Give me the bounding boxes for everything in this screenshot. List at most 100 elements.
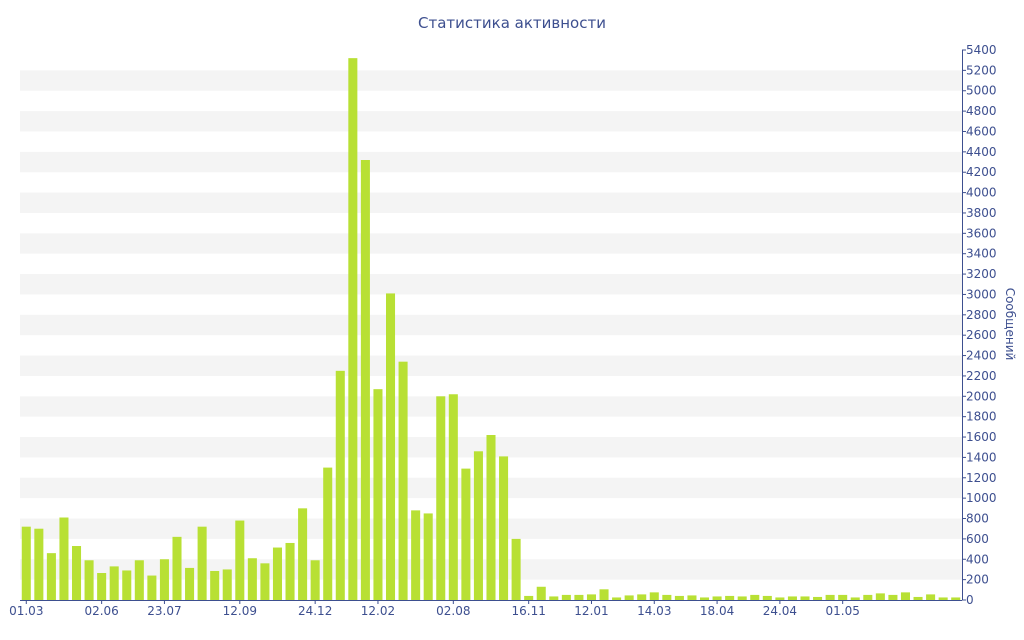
bar [147,575,157,600]
bar [612,597,622,600]
y-tick-label: 3400 [966,247,997,261]
bar [574,594,584,600]
bar [185,567,195,600]
bar [172,536,182,600]
y-tick-label: 1800 [966,410,997,424]
bar [499,456,509,600]
x-tick-label: 01.03 [9,604,43,618]
bar [926,594,936,600]
grid-band [20,274,962,295]
bar [97,573,107,600]
axes: 0 200 400 600 800 1000 1200 1400 1600 1800 2000 220… [9,43,996,618]
bar [624,595,634,600]
y-tick-label: 2000 [966,389,997,403]
bar [524,595,534,600]
bar [46,553,56,600]
bar [310,560,320,600]
bar [235,520,245,600]
bar [373,389,383,600]
bar [473,451,483,600]
y-tick-label: 5400 [966,43,997,57]
bar [863,594,873,600]
bar [448,394,458,600]
y-tick-label: 600 [966,532,989,546]
bar [247,558,257,600]
bar [411,510,421,600]
y-tick-label: 4200 [966,165,997,179]
y-tick-label: 2800 [966,308,997,322]
bar [335,370,345,600]
y-tick-label: 4800 [966,104,997,118]
x-tick-label: 12.02 [361,604,395,618]
bar [122,570,132,600]
bar [775,597,785,600]
y-tick-label: 1200 [966,471,997,485]
bar [875,593,885,600]
y-tick-label: 4400 [966,145,997,159]
bar [762,595,772,600]
y-tick-label: 3800 [966,206,997,220]
y-tick-label: 1600 [966,430,997,444]
bar [888,594,898,600]
bar [134,560,144,600]
bar [586,594,597,600]
bar [712,596,722,600]
x-tick-label: 12.01 [574,604,608,618]
y-tick-label: 2200 [966,369,997,383]
y-tick-label: 3000 [966,287,997,301]
y-tick-label: 4000 [966,186,997,200]
y-tick-label: 5200 [966,63,997,77]
bar [725,595,735,600]
grid-band [20,151,962,173]
bar [599,589,609,600]
y-tick-label: 4600 [966,124,997,138]
bar [800,596,810,600]
bar [71,546,82,600]
y-tick-label: 0 [966,593,974,607]
bar [913,596,923,600]
bar [298,508,308,600]
bar [385,293,396,600]
bar [737,596,747,600]
y-tick-label: 1400 [966,450,997,464]
chart-title: Статистика активности [418,14,606,32]
bar [222,569,232,600]
y-tick-label: 5000 [966,84,997,98]
y-tick-label: 3200 [966,267,997,281]
grid-band [20,111,962,132]
bar [637,594,647,600]
bar [398,361,408,600]
y-tick-label: 400 [966,552,989,566]
grid-band [20,70,962,91]
bar [348,58,358,601]
bar [674,595,684,600]
bar [699,597,710,600]
bar [210,570,220,600]
bar [109,566,119,600]
bar [285,542,295,600]
grid-band [20,192,962,213]
bar [549,596,559,600]
bar [900,592,911,600]
x-tick-label: 02.06 [84,604,118,618]
bars [21,58,961,601]
x-tick-label: 14.03 [637,604,671,618]
y-tick-label: 1000 [966,491,997,505]
x-tick-label: 02.08 [436,604,470,618]
bar [360,160,370,600]
bar [951,597,961,600]
bar [436,396,446,600]
x-tick-label: 23.07 [147,604,181,618]
bar [260,563,270,600]
y-tick-label: 2600 [966,328,997,342]
bar [423,513,433,600]
y-tick-label: 2400 [966,349,997,363]
bar [662,594,672,600]
bar [561,594,571,600]
bar [34,528,44,600]
grid-band [20,233,962,254]
bar [687,595,697,600]
x-tick-label: 18.04 [700,604,734,618]
bar [850,597,860,600]
